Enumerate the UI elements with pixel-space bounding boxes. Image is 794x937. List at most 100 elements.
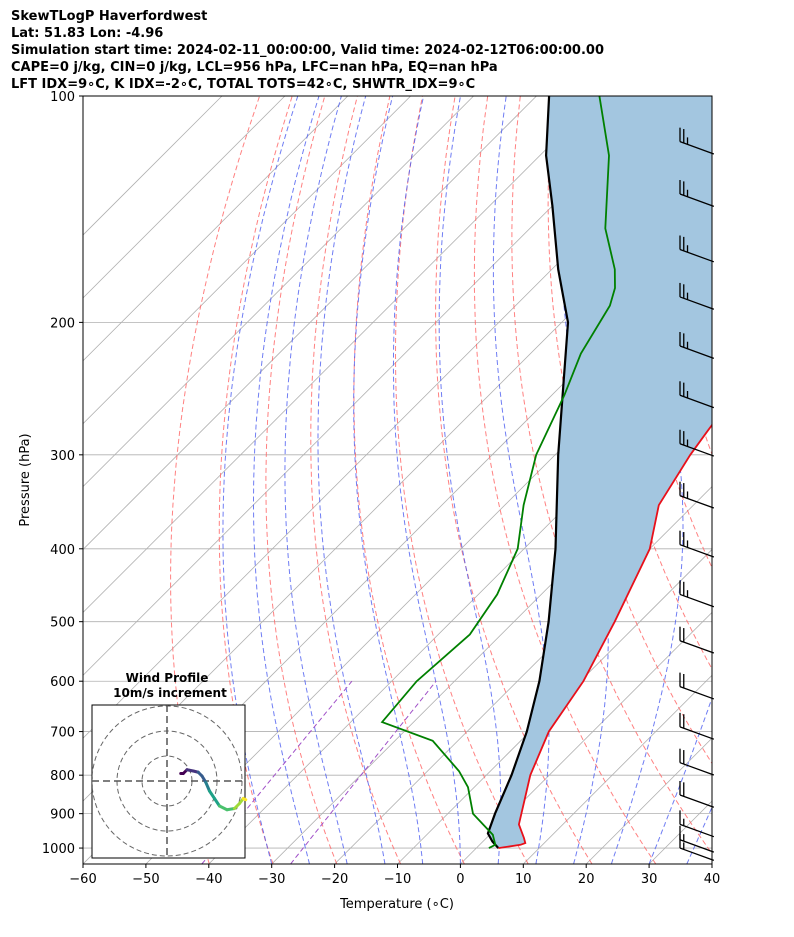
moist-adiabat-line xyxy=(686,806,712,864)
isotherm-line xyxy=(523,674,712,864)
isotherm-line xyxy=(83,96,474,488)
wind-barb-staff xyxy=(679,544,715,558)
x-tick-label: −60 xyxy=(69,872,96,887)
moist-adiabat-line xyxy=(222,96,299,864)
location-line: Lat: 51.83 Lon: -4.96 xyxy=(11,26,164,41)
y-tick-label: 500 xyxy=(50,616,75,631)
wind-barb-staff xyxy=(679,686,715,700)
dry-adiabat-line xyxy=(170,96,261,864)
wind-barb-staff xyxy=(679,640,715,654)
hodograph-segment xyxy=(241,797,248,802)
wind-barb-staff xyxy=(679,794,715,808)
wind-barb-staff xyxy=(679,248,715,263)
hodograph-segment xyxy=(204,780,211,793)
moist-adiabat-line xyxy=(284,96,348,864)
isotherm-line xyxy=(83,96,537,551)
dry-adiabat-line xyxy=(547,96,712,765)
dry-adiabat-line xyxy=(265,96,338,864)
isotherm-line xyxy=(83,96,663,676)
wind-barb-staff xyxy=(679,593,715,608)
y-axis-label: Pressure (hPa) xyxy=(18,433,33,526)
wind-barb-staff xyxy=(679,296,715,310)
axes-layer: −60 −50 −40 −30 −20 −10 0 10 20 30 40 1000 900 800 700… xyxy=(42,90,720,887)
moist-adiabat-line xyxy=(558,96,609,864)
x-tick-label: 40 xyxy=(704,872,721,887)
simulation-time-line: Simulation start time: 2024-02-11_00:00:… xyxy=(11,43,604,58)
isotherm-line xyxy=(83,96,349,362)
inset-title: Wind Profile xyxy=(126,671,209,685)
x-tick-label: −10 xyxy=(384,872,411,887)
temperature-line xyxy=(498,423,712,849)
x-tick-label: −50 xyxy=(132,872,159,887)
wind-barb xyxy=(679,180,715,207)
wind-barb-staff xyxy=(679,823,715,838)
dry-adiabat-line xyxy=(511,96,712,855)
dry-adiabat-line xyxy=(394,96,529,864)
isotherm-line xyxy=(775,96,794,864)
x-tick-label: −20 xyxy=(321,872,348,887)
wind-barb xyxy=(679,235,715,263)
moist-adiabat-line xyxy=(317,96,386,864)
hodograph-segment xyxy=(213,797,221,808)
dry-adiabat-line xyxy=(218,96,293,864)
mixing-ratio-line xyxy=(290,680,437,864)
isotherm-line xyxy=(460,611,712,864)
wind-barb-staff xyxy=(679,839,715,853)
dry-adiabat-line xyxy=(435,96,593,864)
cape-shade-layer xyxy=(487,96,712,849)
isotherm-line xyxy=(711,863,712,864)
moist-adiabat-line xyxy=(353,96,424,864)
wind-barb xyxy=(679,332,715,359)
hodograph-segment xyxy=(208,789,216,800)
wind-barb-staff xyxy=(679,394,715,409)
y-tick-label: 200 xyxy=(50,316,75,331)
y-tick-label: 800 xyxy=(50,769,75,784)
cape-cin-shade xyxy=(487,96,712,849)
wind-barb-staff xyxy=(679,443,715,457)
wind-barb xyxy=(679,530,715,558)
wind-barb xyxy=(679,481,715,509)
moist-adiabat-line xyxy=(253,96,320,864)
isotherm-line xyxy=(83,96,411,425)
indices-line: LFT IDX=9∘C, K IDX=-2∘C, TOTAL TOTS=42∘C… xyxy=(11,77,476,92)
moist-adiabat-line xyxy=(648,696,712,864)
x-tick-label: −30 xyxy=(258,872,285,887)
wind-barb xyxy=(679,780,715,808)
wind-barb xyxy=(679,810,715,838)
y-tick-label: 1000 xyxy=(42,842,75,857)
wind-barb-staff xyxy=(679,847,715,861)
wind-barb xyxy=(679,580,715,608)
x-tick-label: 10 xyxy=(515,872,532,887)
wind-barb xyxy=(679,834,715,861)
isotherm-line xyxy=(83,96,600,613)
chart-title: SkewTLogP Haverfordwest xyxy=(11,9,208,24)
x-tick-label: −40 xyxy=(195,872,222,887)
y-tick-label: 400 xyxy=(50,543,75,558)
y-tick-label: 300 xyxy=(50,449,75,464)
dry-adiabat-line xyxy=(748,96,794,864)
wind-barb xyxy=(679,748,715,776)
x-axis-label: Temperature (∘C) xyxy=(339,897,454,912)
x-tick-label: 20 xyxy=(578,872,595,887)
isotherm-line xyxy=(83,96,223,236)
wind-barb xyxy=(679,127,715,155)
wind-barb-staff xyxy=(679,345,715,359)
wind-barb xyxy=(679,381,715,409)
isotherm-line xyxy=(83,96,286,299)
y-tick-label: 700 xyxy=(50,726,75,741)
mixing-ratio-line xyxy=(201,680,353,864)
wind-barb xyxy=(679,626,715,654)
dewpoint-line xyxy=(380,96,616,849)
y-tick-label: 900 xyxy=(50,808,75,823)
y-tick-label: 600 xyxy=(50,675,75,690)
x-tick-label: 0 xyxy=(456,872,464,887)
wind-barb xyxy=(679,429,715,457)
wind-barb xyxy=(679,672,715,700)
wind-barb-staff xyxy=(679,193,715,207)
y-tick-label: 100 xyxy=(50,90,75,105)
wind-barb-staff xyxy=(679,141,715,155)
wind-profile-inset: Wind Profile 10m/s increment xyxy=(91,671,248,859)
x-tick-label: 30 xyxy=(641,872,658,887)
wind-barb xyxy=(679,282,715,310)
